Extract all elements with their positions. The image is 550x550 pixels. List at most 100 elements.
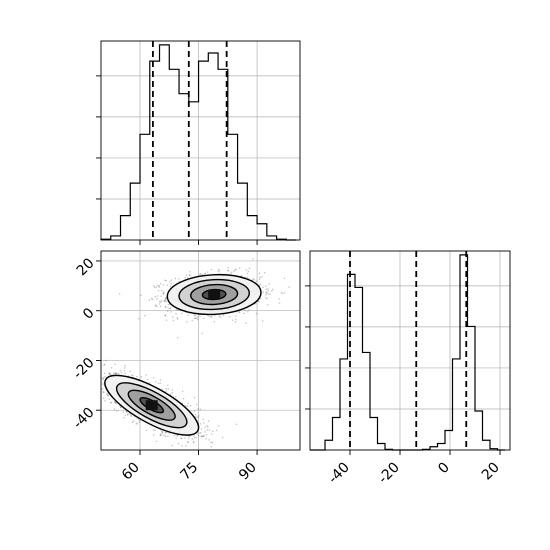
sample-point (165, 390, 167, 392)
sample-point (159, 305, 162, 308)
sample-point (136, 375, 138, 378)
sample-point (194, 413, 197, 416)
sample-point (175, 437, 178, 440)
sample-point (88, 386, 90, 388)
sample-point (159, 433, 162, 435)
sample-point (255, 312, 258, 315)
sample-point (257, 300, 260, 303)
sample-point (114, 402, 117, 404)
histogram-step (100, 44, 297, 241)
sample-point (215, 429, 218, 432)
sample-point (177, 336, 179, 339)
sample-point (207, 426, 209, 428)
sample-point (191, 438, 194, 440)
sample-point (252, 258, 254, 260)
sample-point (103, 363, 106, 366)
sample-point (176, 317, 179, 319)
sample-point (171, 444, 174, 447)
sample-point (165, 319, 168, 321)
sample-point (130, 414, 132, 417)
sample-point (248, 267, 251, 270)
sample-point (132, 420, 135, 422)
sample-point (101, 388, 104, 390)
x-tick-label: 0 (435, 460, 453, 478)
sample-point (186, 405, 189, 407)
sample-point (205, 437, 207, 440)
sample-point (199, 315, 201, 318)
sample-point (184, 437, 186, 439)
sample-point (258, 272, 261, 275)
sample-point (155, 304, 157, 307)
sample-point (114, 401, 116, 403)
hist1-panel: -40 -20 0 20 (305, 251, 510, 487)
sample-point (153, 286, 156, 289)
sample-point (150, 297, 153, 300)
sample-point (182, 397, 185, 400)
sample-point (105, 359, 107, 362)
sample-point (139, 419, 141, 422)
sample-point (156, 297, 158, 300)
sample-point (205, 433, 208, 436)
sample-point (202, 435, 205, 437)
sample-point (107, 394, 110, 397)
sample-point (187, 402, 189, 405)
y-tick-label: -40 (70, 405, 97, 432)
sample-point (159, 282, 162, 285)
sample-point (163, 300, 165, 302)
sample-point (81, 354, 83, 356)
sample-point (176, 318, 179, 320)
sample-point (262, 286, 264, 289)
sample-point (98, 386, 100, 388)
sample-point (185, 274, 188, 277)
sample-point (107, 392, 109, 395)
sample-point (108, 398, 111, 401)
sample-point (261, 276, 263, 278)
sample-point (113, 408, 116, 410)
sample-point (117, 372, 120, 375)
sample-point (126, 414, 129, 416)
sample-point (165, 297, 167, 299)
sample-point (187, 437, 190, 440)
sample-point (208, 315, 210, 317)
sample-point (109, 401, 112, 404)
sample-point (165, 305, 167, 308)
sample-point (114, 401, 116, 404)
sample-point (158, 286, 161, 288)
sample-point (175, 313, 177, 315)
sample-point (164, 299, 166, 302)
sample-point (235, 423, 238, 426)
sample-point (164, 432, 167, 434)
sample-point (278, 298, 280, 300)
sample-point (170, 279, 173, 281)
sample-point (248, 308, 250, 311)
sample-point (201, 332, 204, 335)
sample-point (161, 289, 163, 292)
y-tick-label: -20 (70, 355, 97, 382)
sample-point (114, 363, 116, 365)
sample-point (234, 321, 237, 323)
sample-point (194, 314, 196, 317)
sample-point (231, 319, 234, 321)
sample-point (160, 434, 162, 437)
sample-point (156, 295, 159, 297)
sample-point (159, 379, 162, 381)
sample-point (210, 433, 213, 435)
sample-point (195, 403, 198, 406)
sample-point (167, 435, 169, 438)
sample-point (98, 380, 100, 382)
sample-point (154, 380, 157, 383)
sample-point (119, 369, 122, 372)
sample-point (157, 289, 160, 292)
sample-point (208, 439, 210, 441)
sample-point (124, 364, 126, 367)
sample-point (144, 314, 146, 317)
sample-point (199, 423, 202, 425)
sample-point (103, 364, 106, 366)
density-peak (145, 400, 158, 411)
sample-point (211, 441, 214, 444)
sample-point (96, 382, 98, 384)
sample-point (210, 268, 213, 271)
sample-point (267, 289, 270, 292)
x-tick-label: 90 (236, 460, 260, 484)
